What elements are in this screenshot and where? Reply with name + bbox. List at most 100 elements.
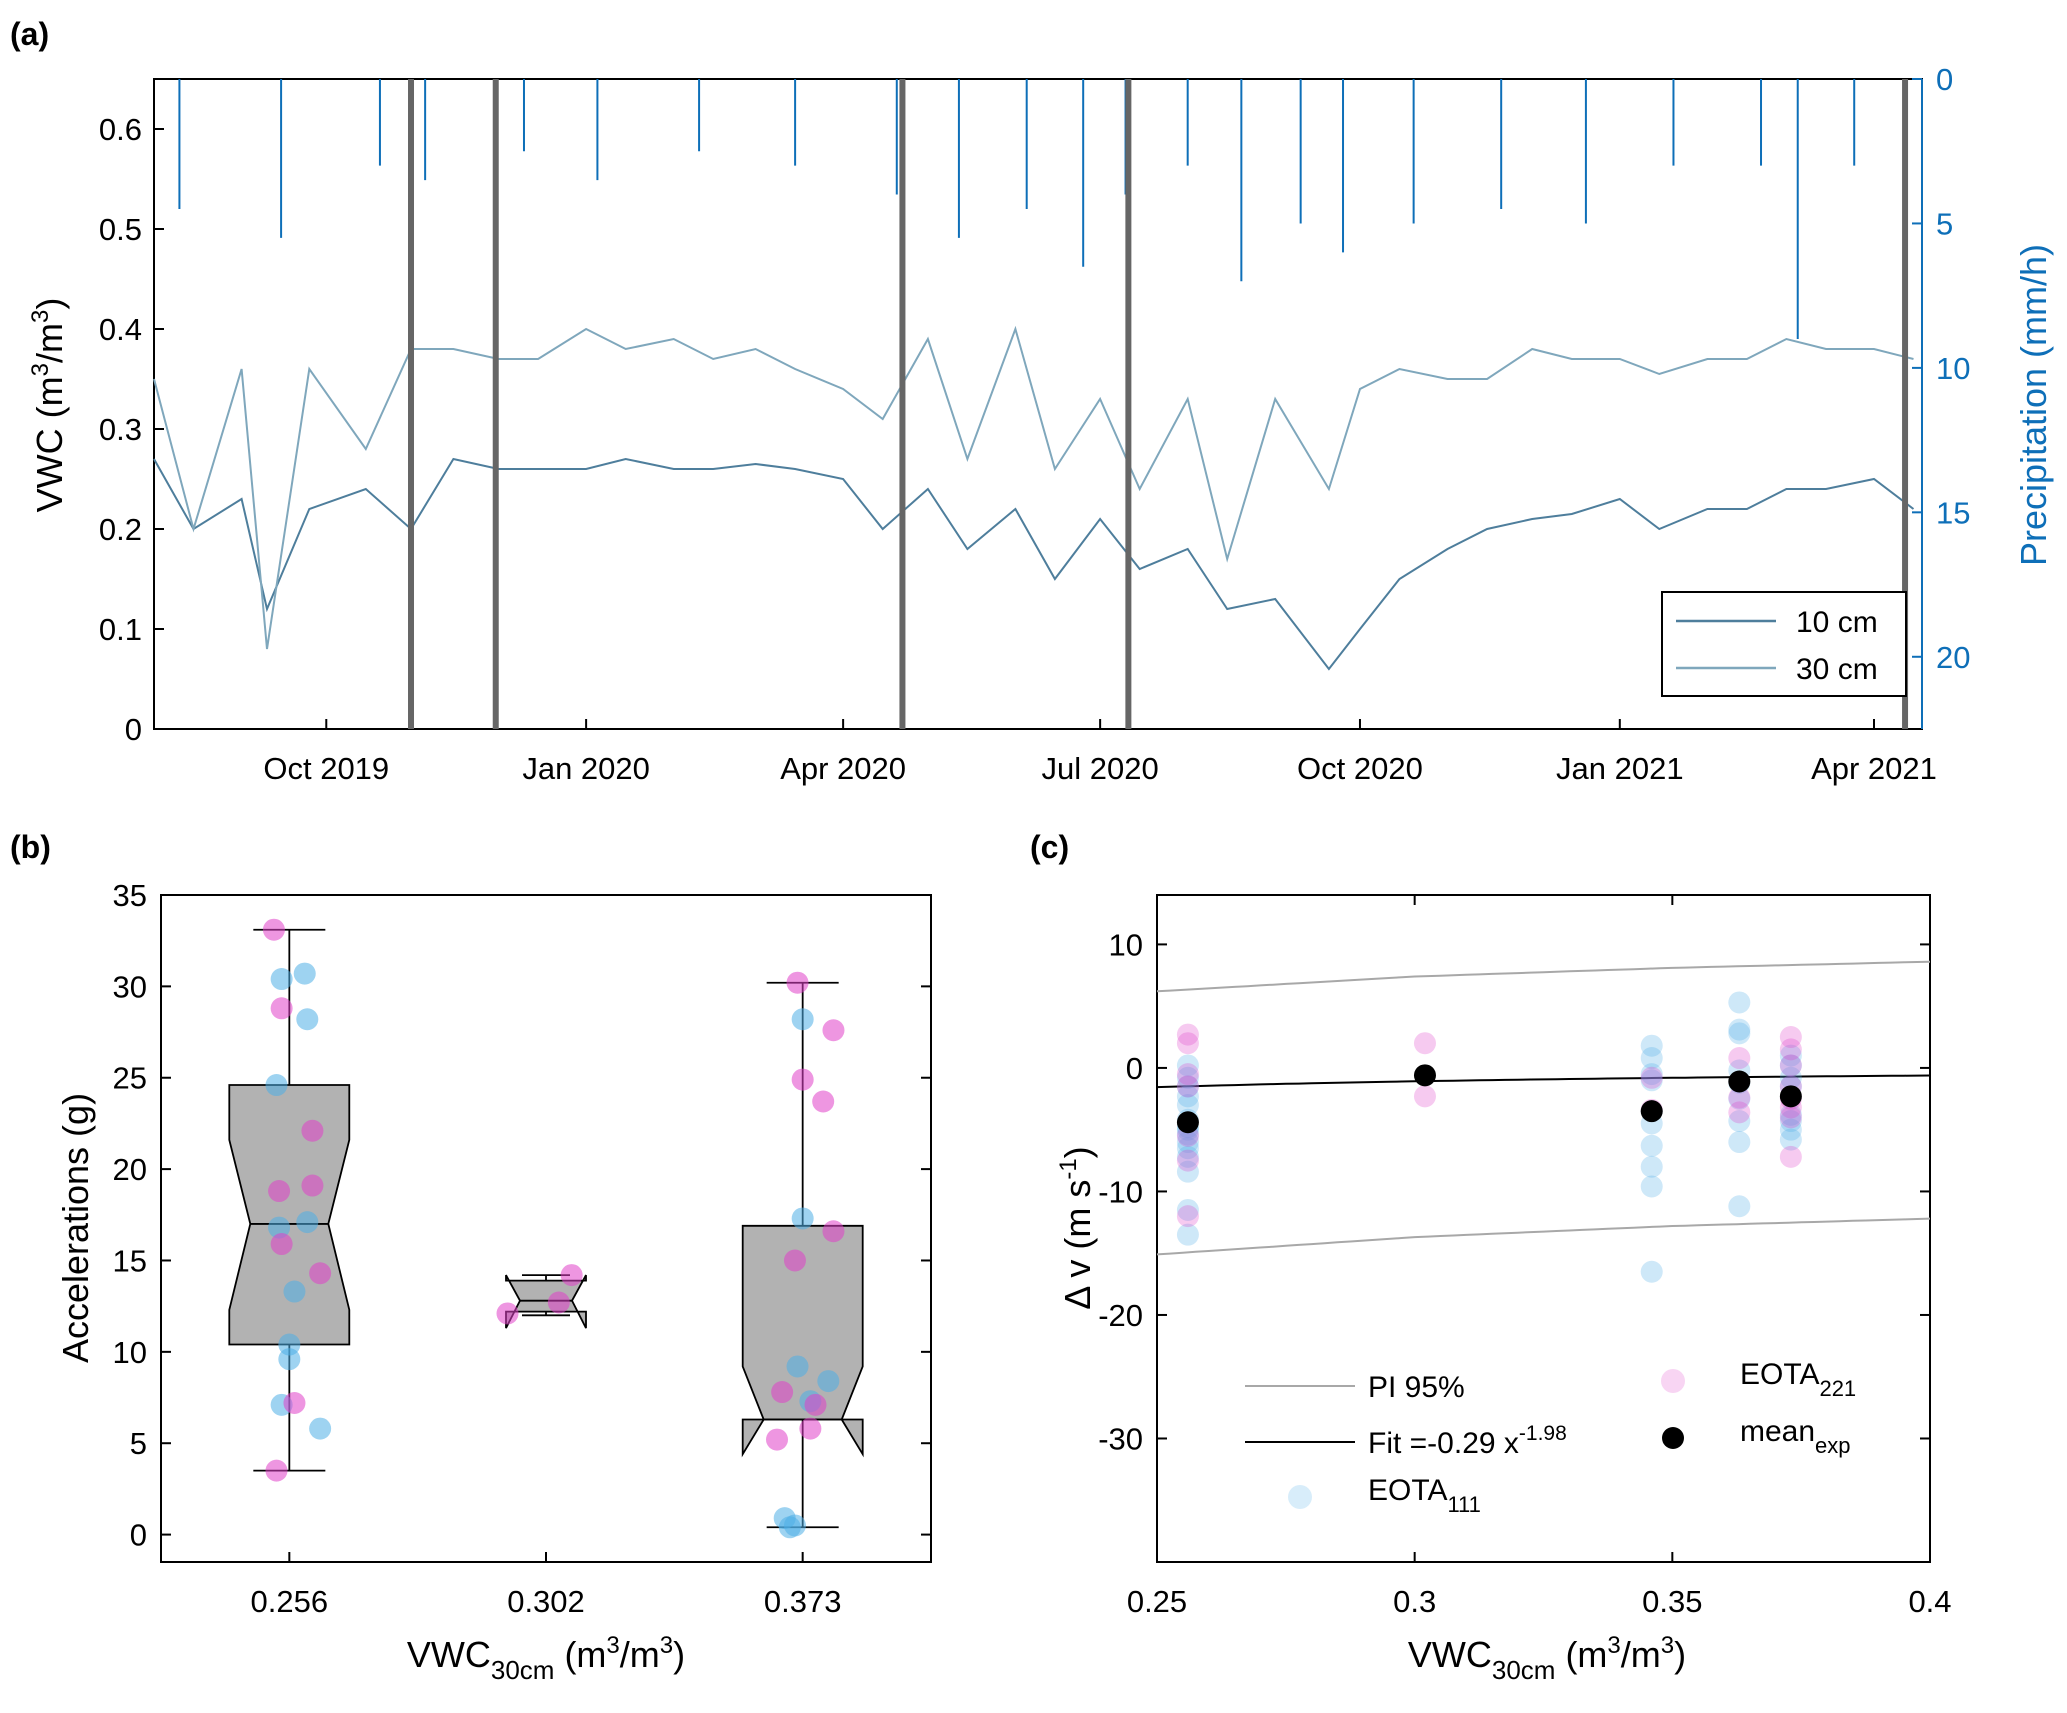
panel-b: 0 5 10 15 20 25 30 35 0.256 0.302 0.373 Accelerat… bbox=[55, 878, 932, 1685]
left-y-ticks: 0 0.1 0.2 0.3 0.4 0.5 0.6 bbox=[99, 112, 164, 747]
point-eota111 bbox=[296, 1211, 319, 1234]
point-eota111 bbox=[1779, 1054, 1802, 1077]
point-eota221 bbox=[1176, 1032, 1199, 1055]
c-x-axis-label: VWC30cm (m3/m3) bbox=[1408, 1632, 1686, 1685]
point-eota221 bbox=[1728, 1047, 1751, 1070]
point-eota111 bbox=[270, 968, 293, 991]
pi-upper-curve bbox=[1156, 960, 1931, 993]
y-tick-label: 30 bbox=[113, 969, 147, 1004]
point-eota111 bbox=[1176, 1075, 1199, 1098]
point-eota111 bbox=[1640, 1047, 1663, 1070]
b-y-ticks: 0 5 10 15 20 25 30 35 bbox=[113, 878, 931, 1553]
y-tick-label: 20 bbox=[113, 1152, 147, 1187]
y-tick-label: 0.5 bbox=[99, 212, 142, 247]
point-eota111 bbox=[1728, 1131, 1751, 1154]
x-tick-label: 0.3 bbox=[1393, 1584, 1436, 1619]
legend-swatch-eota221 bbox=[1661, 1369, 1685, 1393]
y2-tick-label: 15 bbox=[1936, 495, 1970, 530]
y2-tick-label: 10 bbox=[1936, 351, 1970, 386]
point-eota221 bbox=[1413, 1032, 1436, 1055]
y2-tick-label: 20 bbox=[1936, 640, 1970, 675]
point-eota221 bbox=[1728, 1086, 1751, 1109]
legend-label-eota111: EOTA111 bbox=[1368, 1474, 1481, 1517]
point-eota111 bbox=[791, 1008, 814, 1031]
point-eota111 bbox=[1779, 1103, 1802, 1126]
x-tick-label: 0.373 bbox=[764, 1584, 842, 1619]
right-y-ticks: 0 5 10 15 20 bbox=[1912, 62, 1970, 675]
y-tick-label: 15 bbox=[113, 1243, 147, 1278]
panel-c: 100-10-20-30 0.25 0.3 0.35 0.4 Δ v (m s-1) … bbox=[1055, 894, 1952, 1685]
y-tick-label: 0 bbox=[1126, 1051, 1143, 1086]
point-eota111 bbox=[1779, 1110, 1802, 1133]
point-eota111 bbox=[1728, 1087, 1751, 1110]
point-eota111 bbox=[783, 1514, 806, 1537]
y-tick-label: -10 bbox=[1098, 1174, 1143, 1209]
point-eota111 bbox=[296, 1008, 319, 1031]
point-eota221 bbox=[1779, 1106, 1802, 1129]
right-y-axis-label: Precipitation (mm/h) bbox=[2013, 244, 2054, 566]
point-eota111 bbox=[791, 1207, 814, 1230]
precip-bars bbox=[178, 79, 1856, 339]
panel-a: 0 0.1 0.2 0.3 0.4 0.5 0.6 0 5 10 15 20 Oct 2019 Jan… bbox=[27, 62, 2054, 786]
acceleration-points bbox=[262, 918, 845, 1539]
point-eota111 bbox=[309, 1417, 332, 1440]
x-tick-label: Jan 2020 bbox=[522, 751, 650, 786]
point-eota221 bbox=[1176, 1063, 1199, 1086]
point-mean bbox=[1779, 1085, 1802, 1108]
point-eota221 bbox=[771, 1381, 794, 1404]
point-eota221 bbox=[783, 1249, 806, 1272]
x-tick-label: Jan 2021 bbox=[1556, 751, 1684, 786]
point-eota221 bbox=[547, 1291, 570, 1314]
y-tick-label: 10 bbox=[113, 1335, 147, 1370]
legend-label-pi: PI 95% bbox=[1368, 1371, 1465, 1404]
point-eota111 bbox=[1640, 1063, 1663, 1086]
b-x-axis-label: VWC30cm (m3/m3) bbox=[407, 1632, 685, 1685]
point-eota111 bbox=[1176, 1223, 1199, 1246]
y-tick-label: 10 bbox=[1109, 927, 1143, 962]
panel-a-legend: 10 cm 30 cm bbox=[1661, 591, 1907, 697]
legend-swatch-mean bbox=[1662, 1427, 1684, 1449]
x-tick-label: Apr 2020 bbox=[780, 751, 906, 786]
point-eota111 bbox=[1176, 1198, 1199, 1221]
point-eota221 bbox=[262, 918, 285, 941]
point-eota111 bbox=[1728, 1195, 1751, 1218]
point-eota111 bbox=[786, 1355, 809, 1378]
x-ticks: Oct 2019 Jan 2020 Apr 2020 Jul 2020 Oct 2020… bbox=[263, 719, 1937, 786]
b-y-axis-label: Accelerations (g) bbox=[55, 1093, 96, 1363]
point-mean bbox=[1728, 1070, 1751, 1093]
point-mean bbox=[1413, 1064, 1436, 1087]
panel-c-legend: PI 95% Fit =-0.29 x-1.98 EOTA111 EOTA221… bbox=[1245, 1358, 1856, 1517]
y-tick-label: 0.2 bbox=[99, 512, 142, 547]
point-eota221 bbox=[1176, 1075, 1199, 1098]
point-eota221 bbox=[1176, 1205, 1199, 1228]
point-eota221 bbox=[1779, 1038, 1802, 1061]
vwc-series-30cm bbox=[153, 325, 1914, 650]
point-eota111 bbox=[293, 962, 316, 985]
y-tick-label: 0.4 bbox=[99, 312, 142, 347]
y-tick-label: 0 bbox=[130, 1518, 147, 1553]
box-0 bbox=[228, 1084, 351, 1346]
panel-a-label: (a) bbox=[10, 16, 49, 52]
point-eota221 bbox=[496, 1302, 519, 1325]
point-eota111 bbox=[1640, 1069, 1663, 1092]
point-eota221 bbox=[791, 1068, 814, 1091]
point-eota221 bbox=[799, 1417, 822, 1440]
legend-label-eota221: EOTA221 bbox=[1740, 1358, 1856, 1401]
point-mean bbox=[1640, 1100, 1663, 1123]
point-eota221 bbox=[822, 1019, 845, 1042]
point-eota111 bbox=[1728, 1110, 1751, 1133]
c-x-ticks: 0.25 0.3 0.35 0.4 bbox=[1127, 895, 1952, 1619]
point-eota221 bbox=[822, 1220, 845, 1243]
point-eota221 bbox=[270, 997, 293, 1020]
point-eota111 bbox=[1176, 1085, 1199, 1108]
point-eota221 bbox=[301, 1174, 324, 1197]
b-x-ticks: 0.256 0.302 0.373 bbox=[251, 1552, 842, 1619]
point-eota221 bbox=[1779, 1026, 1802, 1049]
x-tick-label: 0.4 bbox=[1908, 1584, 1951, 1619]
pi-lower-curve bbox=[1156, 1217, 1931, 1256]
point-eota221 bbox=[560, 1264, 583, 1287]
y-tick-label: 5 bbox=[130, 1426, 147, 1461]
y-tick-label: 0.6 bbox=[99, 112, 142, 147]
point-eota111 bbox=[265, 1074, 288, 1097]
point-eota221 bbox=[786, 971, 809, 994]
